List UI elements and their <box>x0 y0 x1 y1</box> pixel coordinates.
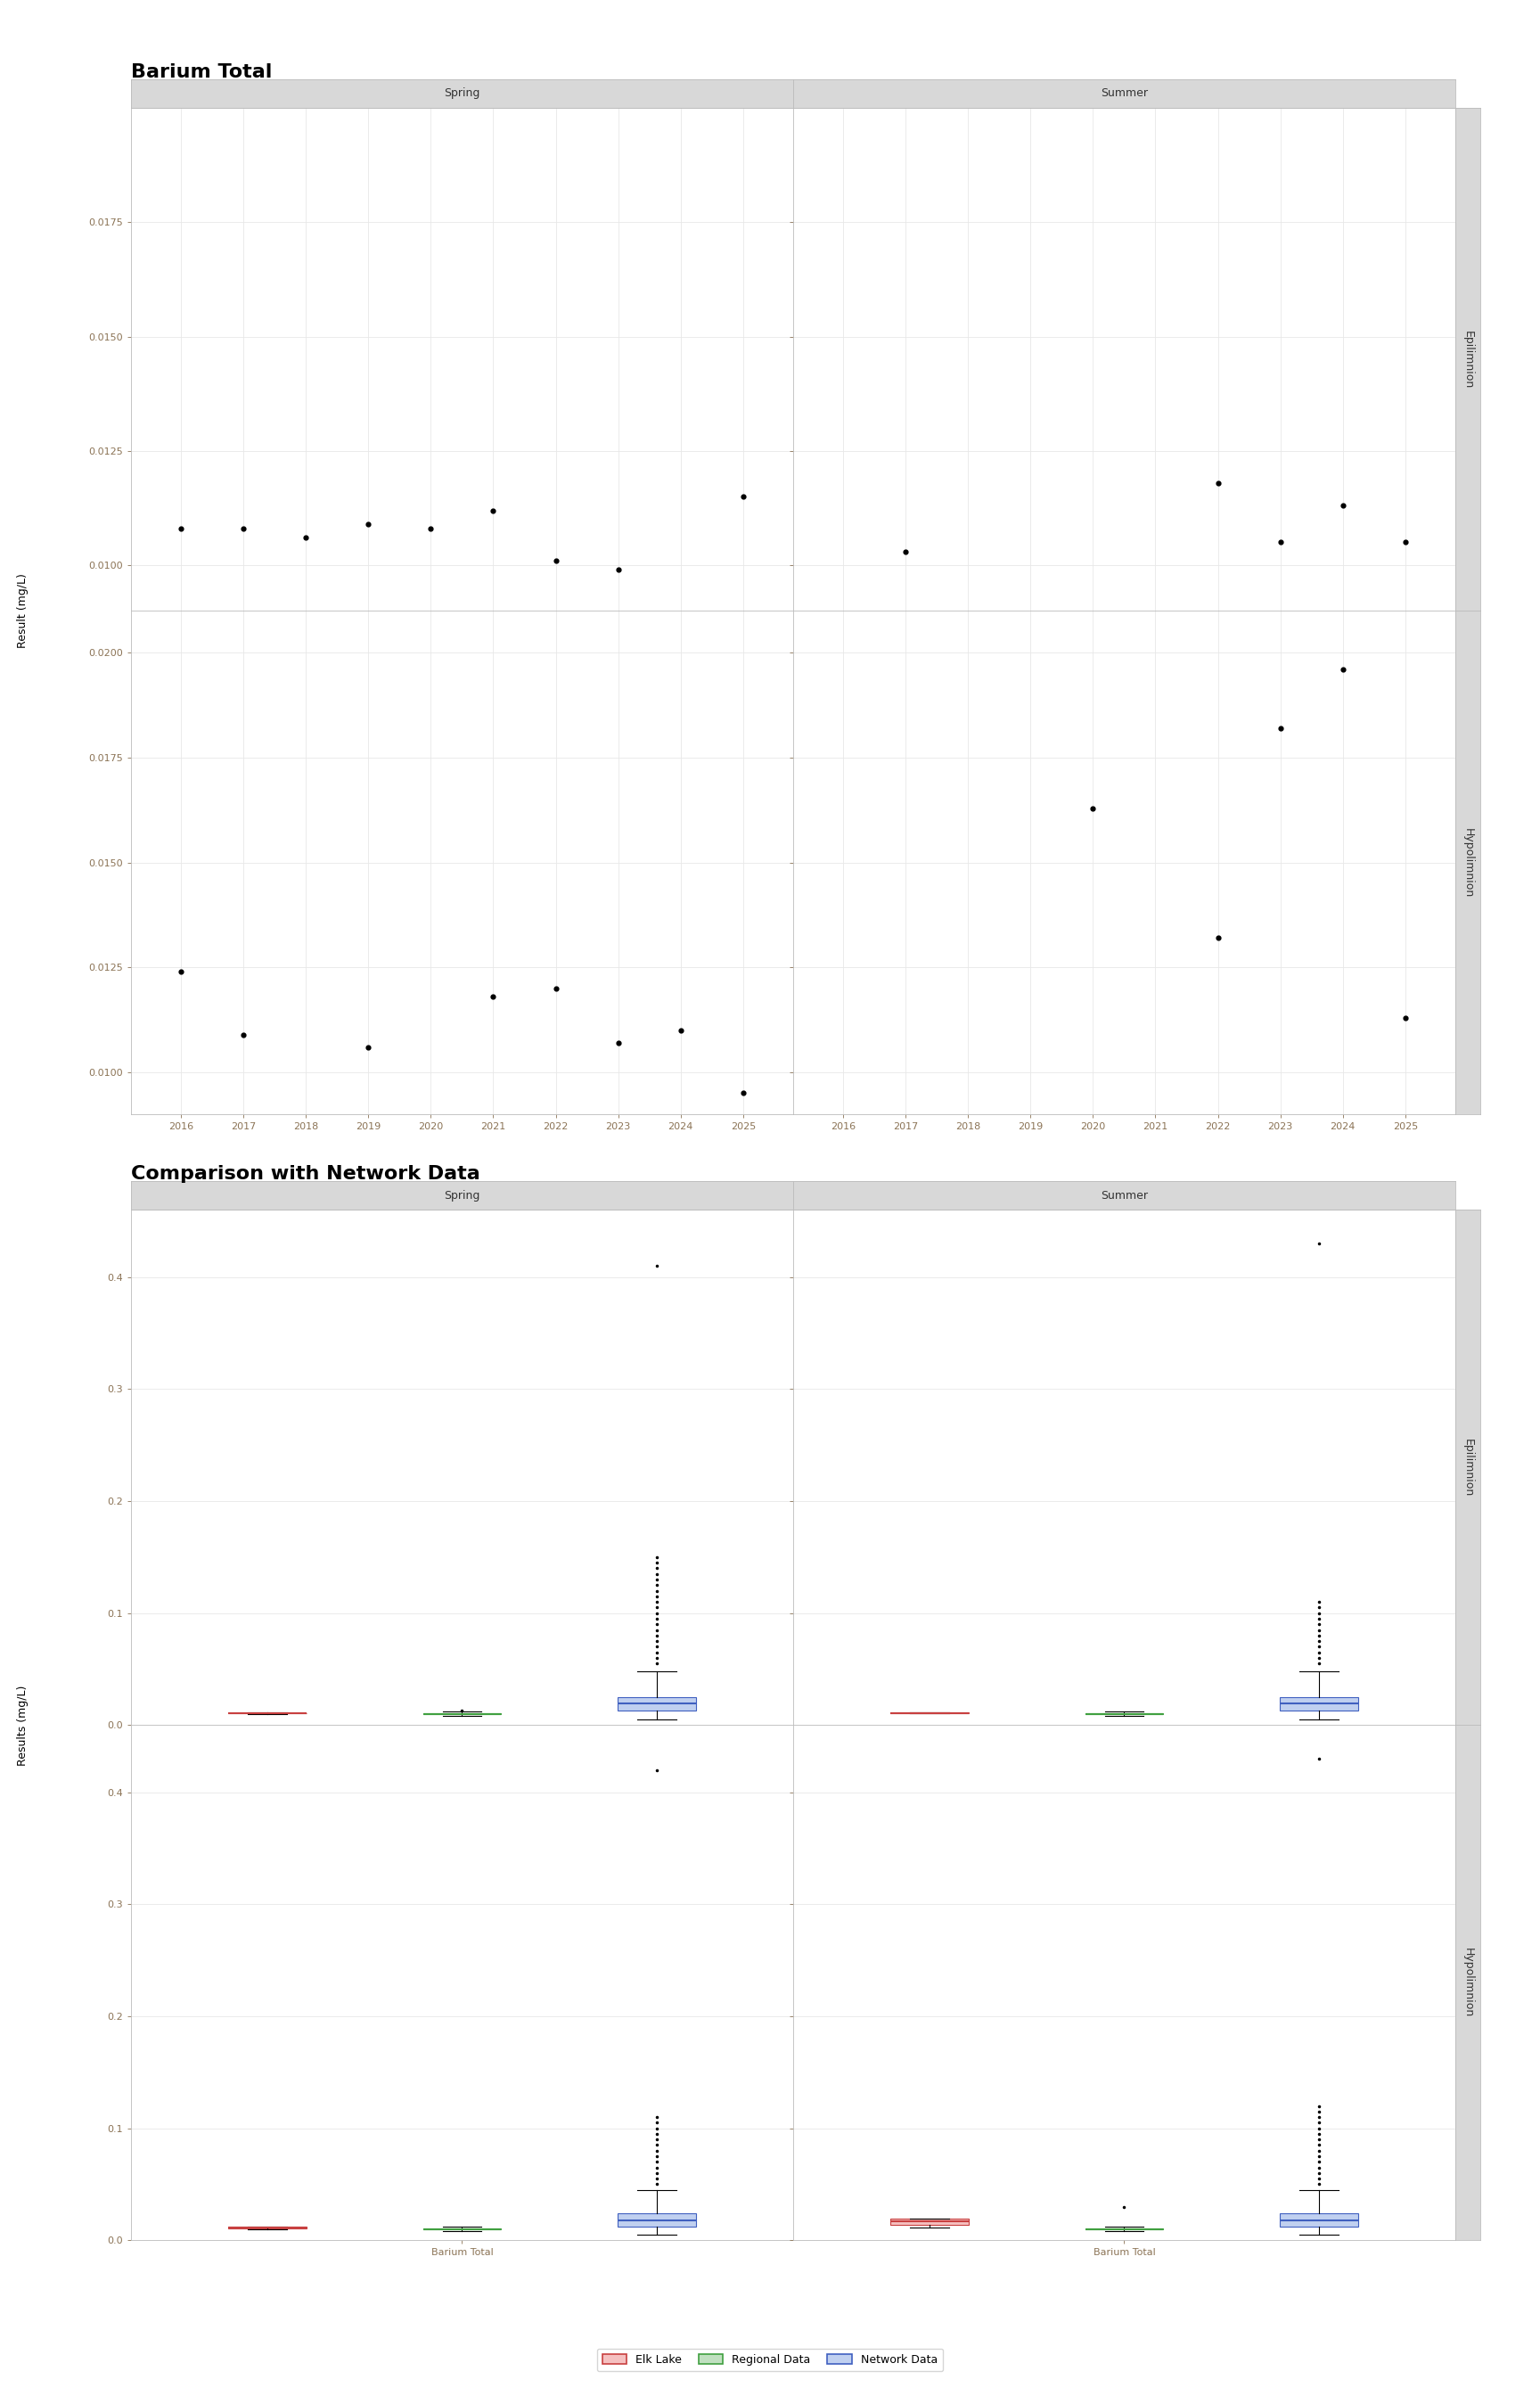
Point <box>168 510 192 549</box>
Point <box>605 1023 630 1061</box>
Point <box>893 532 918 570</box>
Text: Spring: Spring <box>444 89 480 98</box>
Point <box>1394 999 1418 1037</box>
Text: Summer: Summer <box>1101 89 1147 98</box>
Point <box>1081 788 1106 827</box>
PathPatch shape <box>618 1696 696 1711</box>
Point <box>480 978 505 1016</box>
Text: Hypolimnion: Hypolimnion <box>1461 1948 1474 2017</box>
Point <box>1206 918 1230 956</box>
Point <box>668 1011 693 1049</box>
Point <box>1206 465 1230 503</box>
Text: Barium Total: Barium Total <box>131 62 273 81</box>
Point <box>732 1073 756 1112</box>
Point <box>356 1028 380 1066</box>
Point <box>1267 709 1292 748</box>
Point <box>356 506 380 544</box>
Point <box>544 968 568 1006</box>
Text: Result (mg/L): Result (mg/L) <box>17 573 29 649</box>
Text: Comparison with Network Data: Comparison with Network Data <box>131 1164 480 1184</box>
Point <box>1394 522 1418 561</box>
PathPatch shape <box>1280 2214 1358 2226</box>
Text: Results (mg/L): Results (mg/L) <box>17 1684 29 1766</box>
Point <box>419 510 444 549</box>
Point <box>231 1016 256 1054</box>
Point <box>544 541 568 580</box>
Point <box>1331 486 1355 525</box>
Text: Hypolimnion: Hypolimnion <box>1461 827 1474 898</box>
Point <box>1267 522 1292 561</box>
PathPatch shape <box>1280 1696 1358 1711</box>
Point <box>605 551 630 589</box>
Point <box>1331 652 1355 690</box>
Point <box>480 491 505 530</box>
Text: Spring: Spring <box>444 1191 480 1200</box>
Text: Epilimnion: Epilimnion <box>1461 331 1474 388</box>
PathPatch shape <box>618 2214 696 2226</box>
Point <box>294 518 319 556</box>
PathPatch shape <box>890 2219 969 2223</box>
Point <box>168 951 192 992</box>
Legend: Elk Lake, Regional Data, Network Data: Elk Lake, Regional Data, Network Data <box>596 2348 944 2372</box>
Point <box>231 510 256 549</box>
Point <box>732 477 756 515</box>
Text: Epilimnion: Epilimnion <box>1461 1438 1474 1498</box>
Text: Summer: Summer <box>1101 1191 1147 1200</box>
